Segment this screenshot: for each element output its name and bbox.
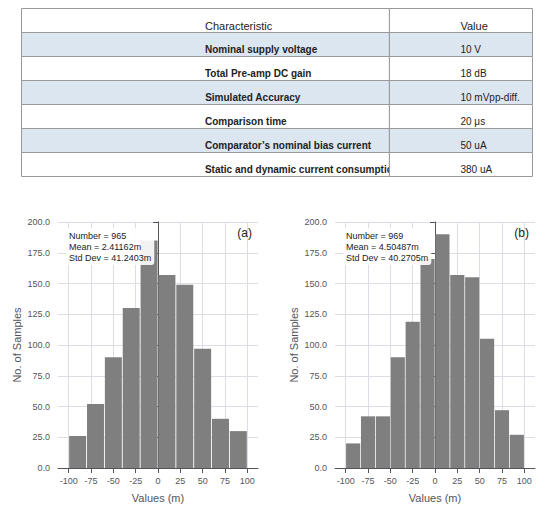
svg-text:Number = 965: Number = 965 bbox=[69, 231, 126, 241]
svg-text:(b): (b) bbox=[514, 226, 529, 240]
svg-text:175.0: 175.0 bbox=[27, 248, 50, 258]
svg-text:100: 100 bbox=[240, 476, 255, 486]
svg-text:Mean = 2.41162m: Mean = 2.41162m bbox=[69, 242, 141, 252]
svg-text:175.0: 175.0 bbox=[304, 248, 327, 258]
svg-text:50: 50 bbox=[475, 476, 485, 486]
svg-text:75: 75 bbox=[497, 476, 507, 486]
svg-text:Simulated Accuracy: Simulated Accuracy bbox=[205, 92, 301, 103]
svg-text:20 μs: 20 μs bbox=[460, 116, 485, 127]
svg-text:0.0: 0.0 bbox=[314, 463, 327, 473]
svg-text:(a): (a) bbox=[237, 226, 252, 240]
svg-text:Static and dynamic current con: Static and dynamic current consumption (… bbox=[205, 163, 475, 175]
svg-text:10 mVpp-diff.: 10 mVpp-diff. bbox=[460, 92, 519, 103]
svg-text:-25: -25 bbox=[406, 476, 419, 486]
svg-text:Nominal supply voltage: Nominal supply voltage bbox=[205, 44, 318, 55]
svg-text:100.0: 100.0 bbox=[304, 340, 327, 350]
svg-text:380 uA: 380 uA bbox=[460, 164, 492, 175]
svg-text:25: 25 bbox=[175, 476, 185, 486]
svg-text:50.0: 50.0 bbox=[32, 402, 50, 412]
svg-text:150.0: 150.0 bbox=[304, 279, 327, 289]
svg-text:50 uA: 50 uA bbox=[460, 140, 486, 151]
svg-text:25.0: 25.0 bbox=[309, 432, 327, 442]
svg-text:Values (m): Values (m) bbox=[132, 492, 184, 504]
svg-text:25.0: 25.0 bbox=[32, 432, 50, 442]
svg-text:-100: -100 bbox=[60, 476, 78, 486]
svg-text:100.0: 100.0 bbox=[27, 340, 50, 350]
svg-text:Comparison time: Comparison time bbox=[205, 116, 287, 127]
svg-text:Std Dev = 40.2705m: Std Dev = 40.2705m bbox=[346, 253, 428, 263]
svg-text:Values (m): Values (m) bbox=[409, 492, 461, 504]
svg-text:No. of Samples: No. of Samples bbox=[288, 307, 300, 383]
svg-text:0: 0 bbox=[155, 476, 160, 486]
svg-text:-75: -75 bbox=[85, 476, 98, 486]
svg-text:Characteristic: Characteristic bbox=[205, 20, 273, 32]
svg-text:75.0: 75.0 bbox=[32, 371, 50, 381]
svg-text:-50: -50 bbox=[384, 476, 397, 486]
svg-text:Std Dev = 41.2403m: Std Dev = 41.2403m bbox=[69, 253, 151, 263]
svg-text:0: 0 bbox=[432, 476, 437, 486]
svg-text:125.0: 125.0 bbox=[304, 309, 327, 319]
svg-text:100: 100 bbox=[517, 476, 532, 486]
svg-text:75: 75 bbox=[220, 476, 230, 486]
svg-text:200.0: 200.0 bbox=[304, 217, 327, 227]
svg-text:50.0: 50.0 bbox=[309, 402, 327, 412]
svg-text:-100: -100 bbox=[337, 476, 355, 486]
svg-text:No. of Samples: No. of Samples bbox=[11, 307, 23, 383]
svg-text:Comparator’s nominal bias curr: Comparator’s nominal bias current bbox=[205, 140, 372, 151]
svg-text:Mean = 4.50487m: Mean = 4.50487m bbox=[346, 242, 419, 252]
svg-text:200.0: 200.0 bbox=[27, 217, 50, 227]
svg-text:18 dB: 18 dB bbox=[460, 68, 486, 79]
svg-text:Number = 969: Number = 969 bbox=[346, 231, 403, 241]
svg-text:25: 25 bbox=[452, 476, 462, 486]
svg-text:Total Pre-amp DC gain: Total Pre-amp DC gain bbox=[205, 68, 312, 79]
svg-text:Value: Value bbox=[460, 20, 487, 32]
svg-text:75.0: 75.0 bbox=[309, 371, 327, 381]
svg-text:-25: -25 bbox=[129, 476, 142, 486]
svg-text:-50: -50 bbox=[107, 476, 120, 486]
svg-text:-75: -75 bbox=[362, 476, 375, 486]
svg-text:50: 50 bbox=[198, 476, 208, 486]
svg-text:150.0: 150.0 bbox=[27, 279, 50, 289]
svg-text:0.0: 0.0 bbox=[37, 463, 50, 473]
svg-text:125.0: 125.0 bbox=[27, 309, 50, 319]
svg-text:10 V: 10 V bbox=[460, 44, 481, 55]
